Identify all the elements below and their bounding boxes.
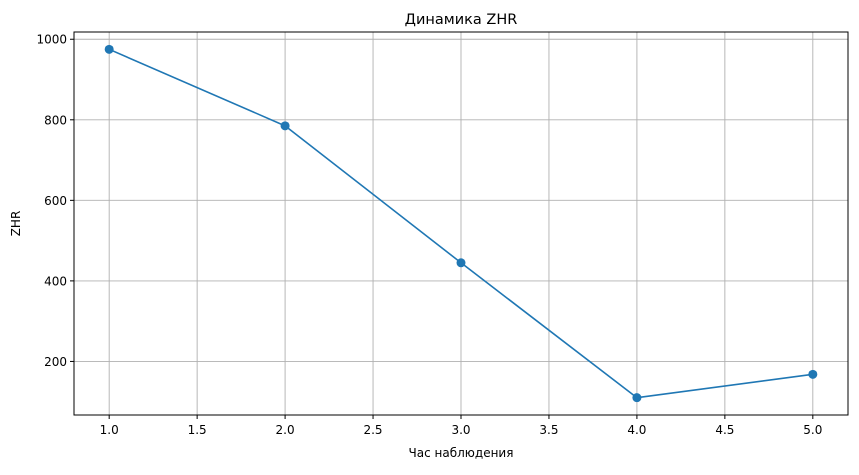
x-tick-label: 4.5 [715,423,734,437]
chart-title: Динамика ZHR [405,12,518,28]
ticks: 1.0 1.5 2.0 2.5 3.0 3.5 4.0 4.5 5.0 200 400 600 800 1… [36,33,822,437]
y-tick-label: 400 [44,274,67,288]
y-tick-label: 800 [44,113,67,127]
data-point [632,393,642,403]
x-tick-label: 5.0 [803,423,822,437]
data-point [104,44,114,54]
x-tick-label: 3.0 [451,423,470,437]
x-tick-label: 1.0 [100,423,119,437]
x-tick-label: 2.0 [276,423,295,437]
x-tick-label: 2.5 [363,423,382,437]
y-tick-label: 600 [44,194,67,208]
data-point [280,121,290,131]
x-tick-label: 4.0 [627,423,646,437]
y-tick-label: 1000 [36,33,67,47]
x-axis-label: Час наблюдения [409,446,514,460]
x-tick-label: 1.5 [188,423,207,437]
y-axis-label: ZHR [9,211,23,237]
y-tick-label: 200 [44,355,67,369]
series-layer [104,44,818,403]
data-point [808,369,818,379]
grid [74,32,848,415]
data-point [456,258,466,268]
x-tick-label: 3.5 [539,423,558,437]
